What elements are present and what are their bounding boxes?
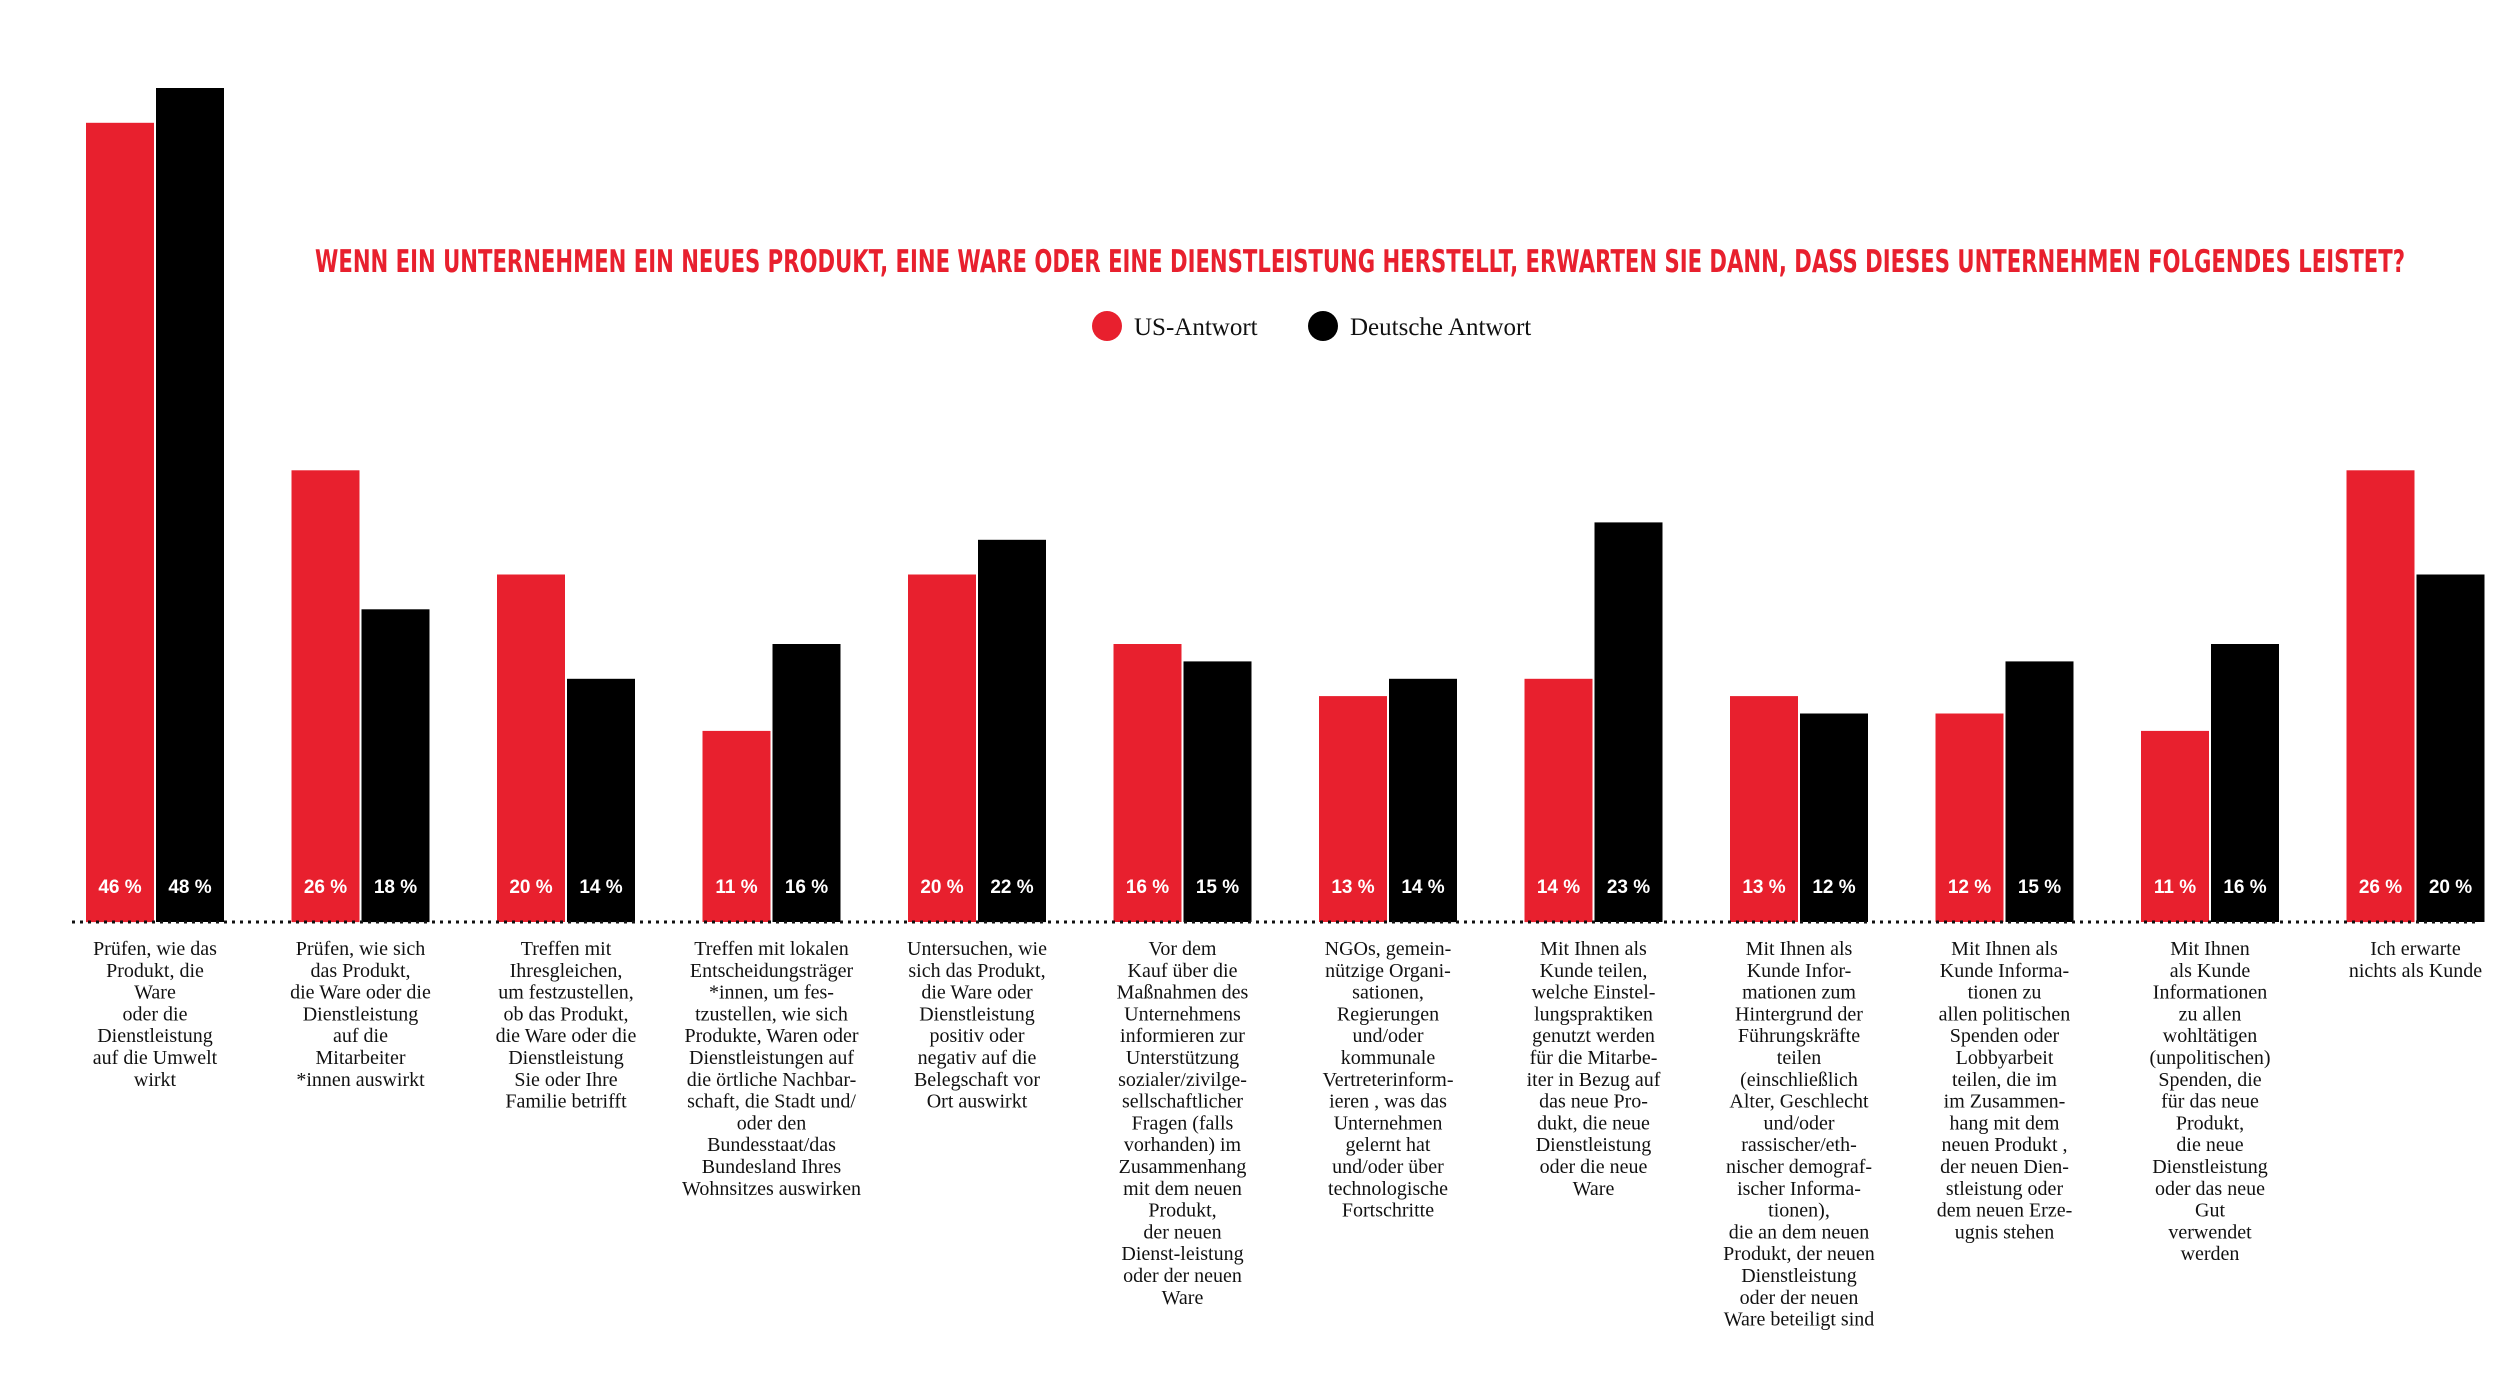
category-label-2: Prüfen, wie sich das Produkt, die Ware ode… <box>290 938 431 1091</box>
legend-label-de: Deutsche Antwort <box>1350 314 1531 341</box>
value-labels-group: 46 % 48 % 26 % 18 % 20 % 14 % 11 % 16 % 20 % 22 %… <box>98 877 2472 898</box>
value-label-us-12: 26 % <box>2359 877 2402 898</box>
legend-swatch-us <box>1092 311 1122 341</box>
legend: US-Antwort Deutsche Antwort <box>1092 311 1531 341</box>
category-label-4: Treffen mit lokalen Entscheidungsträger *i… <box>682 938 861 1200</box>
category-label-11: Mit Ihnen als Kunde Informationen zu allen w… <box>2149 938 2270 1265</box>
bar-us-2 <box>291 470 360 923</box>
value-label-us-5: 20 % <box>920 877 963 898</box>
value-label-us-9: 13 % <box>1742 877 1785 898</box>
bar-de-12 <box>2416 574 2485 922</box>
value-label-de-9: 12 % <box>1812 877 1855 898</box>
value-label-de-8: 23 % <box>1607 877 1650 898</box>
value-label-de-1: 48 % <box>168 877 211 898</box>
category-label-10: Mit Ihnen als Kunde Informa-tionen zu alle… <box>1937 938 2072 1243</box>
value-label-de-2: 18 % <box>374 877 417 898</box>
category-label-6: Vor dem Kauf über die Maßnahmen des Unterne… <box>1117 938 1249 1309</box>
value-label-us-1: 46 % <box>98 877 141 898</box>
category-label-7: NGOs, gemein-nützige Organi-sationen, Reg… <box>1322 938 1453 1222</box>
bar-de-4 <box>772 644 841 922</box>
legend-swatch-de <box>1308 311 1338 341</box>
bar-us-3 <box>497 574 565 922</box>
value-label-us-2: 26 % <box>304 877 347 898</box>
value-label-us-6: 16 % <box>1126 877 1169 898</box>
bar-us-5 <box>908 574 976 922</box>
bars-group <box>86 88 2485 923</box>
bar-us-7 <box>1319 696 1387 922</box>
bar-de-7 <box>1389 678 1457 923</box>
bar-us-8 <box>1524 678 1593 923</box>
value-label-us-10: 12 % <box>1948 877 1991 898</box>
category-label-9: Mit Ihnen als Kunde Infor-mationen zum Hin… <box>1723 938 1875 1331</box>
value-label-us-4: 11 % <box>715 877 757 898</box>
value-label-de-10: 15 % <box>2018 877 2061 898</box>
bar-de-8 <box>1594 522 1663 922</box>
bar-de-1 <box>156 88 224 922</box>
value-label-de-4: 16 % <box>785 877 828 898</box>
value-label-de-6: 15 % <box>1196 877 1239 898</box>
chart-title: WENN EIN UNTERNEHMEN EIN NEUES PRODUKT, … <box>315 244 2405 280</box>
value-label-de-7: 14 % <box>1401 877 1444 898</box>
bar-de-2 <box>361 609 430 923</box>
bar-us-9 <box>1730 696 1798 922</box>
value-label-de-11: 16 % <box>2223 877 2266 898</box>
bar-de-6 <box>1183 661 1252 922</box>
value-label-us-11: 11 % <box>2154 877 2196 898</box>
bar-de-9 <box>1800 713 1868 922</box>
category-label-12: Ich erwarte nichts als Kunde <box>2349 938 2482 982</box>
value-label-de-3: 14 % <box>579 877 622 898</box>
value-label-us-7: 13 % <box>1331 877 1374 898</box>
bar-us-12 <box>2346 470 2415 923</box>
bar-us-1 <box>86 122 154 923</box>
category-label-5: Untersuchen, wie sich das Produkt, die War… <box>907 938 1047 1113</box>
value-label-us-8: 14 % <box>1537 877 1580 898</box>
bar-us-10 <box>1935 713 2004 922</box>
category-label-8: Mit Ihnen als Kunde teilen, welche Einstel… <box>1527 938 1661 1200</box>
bar-de-10 <box>2005 661 2074 922</box>
bar-de-5 <box>978 539 1046 923</box>
value-label-de-5: 22 % <box>990 877 1033 898</box>
legend-label-us: US-Antwort <box>1134 314 1258 341</box>
category-labels-group: Prüfen, wie das Produkt, die Ware oder die D… <box>93 938 2482 1331</box>
bar-us-6 <box>1113 644 1182 922</box>
bar-de-11 <box>2211 644 2279 922</box>
value-label-de-12: 20 % <box>2429 877 2472 898</box>
value-label-us-3: 20 % <box>509 877 552 898</box>
category-label-3: Treffen mit Ihresgleichen, um festzustelle… <box>496 938 637 1113</box>
bar-us-11 <box>2141 730 2209 922</box>
bar-us-4 <box>702 730 771 922</box>
category-label-1: Prüfen, wie das Produkt, die Ware oder die D… <box>93 938 218 1091</box>
bar-de-3 <box>567 678 635 923</box>
